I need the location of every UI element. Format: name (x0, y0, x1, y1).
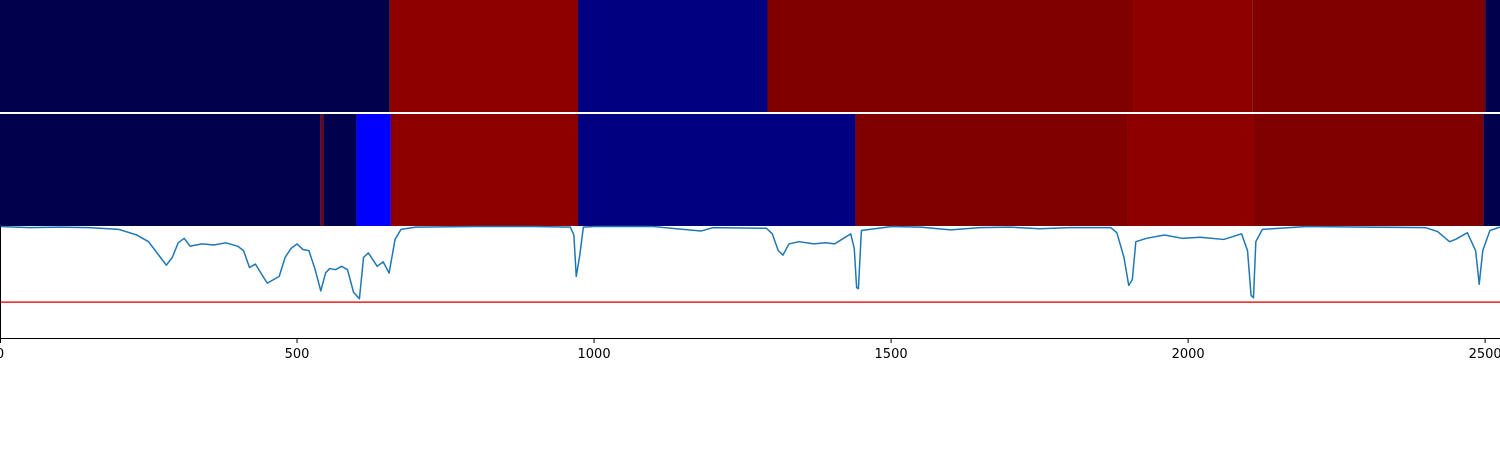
heatmap-cell (390, 114, 579, 226)
heatmap-cell (320, 114, 324, 226)
series-line (0, 225, 1500, 300)
line-panel (0, 225, 1500, 303)
heatmap-cell (1252, 0, 1486, 112)
x-tick-label: 1500 (875, 347, 908, 362)
x-tick-label: 500 (285, 347, 310, 362)
heatmap-cell (323, 114, 357, 226)
x-tick-label: 0 (0, 347, 4, 362)
heatmap-cell (767, 0, 1134, 112)
heatmap-row-1 (0, 0, 1500, 112)
heatmap-cell (356, 114, 391, 226)
x-tick-label: 2500 (1469, 347, 1500, 362)
heatmap-row-2 (0, 114, 1500, 226)
x-tick-label: 2000 (1172, 347, 1205, 362)
x-tick-label: 1000 (578, 347, 611, 362)
heatmap-cell (1485, 0, 1500, 112)
heatmap-cell (389, 0, 579, 112)
heatmap-cell (0, 0, 390, 112)
x-axis: 0 500 1000 1500 2000 2500 (0, 338, 1500, 362)
heatmap-cell (578, 0, 768, 112)
heatmap-cell (1253, 114, 1484, 226)
heatmap-cell (0, 114, 321, 226)
heatmap-cell (578, 114, 856, 226)
heatmap-cell (1133, 0, 1253, 112)
heatmap-cell (1127, 114, 1254, 226)
heatmap-cell (855, 114, 1128, 226)
heatmap-cell (1483, 114, 1500, 226)
